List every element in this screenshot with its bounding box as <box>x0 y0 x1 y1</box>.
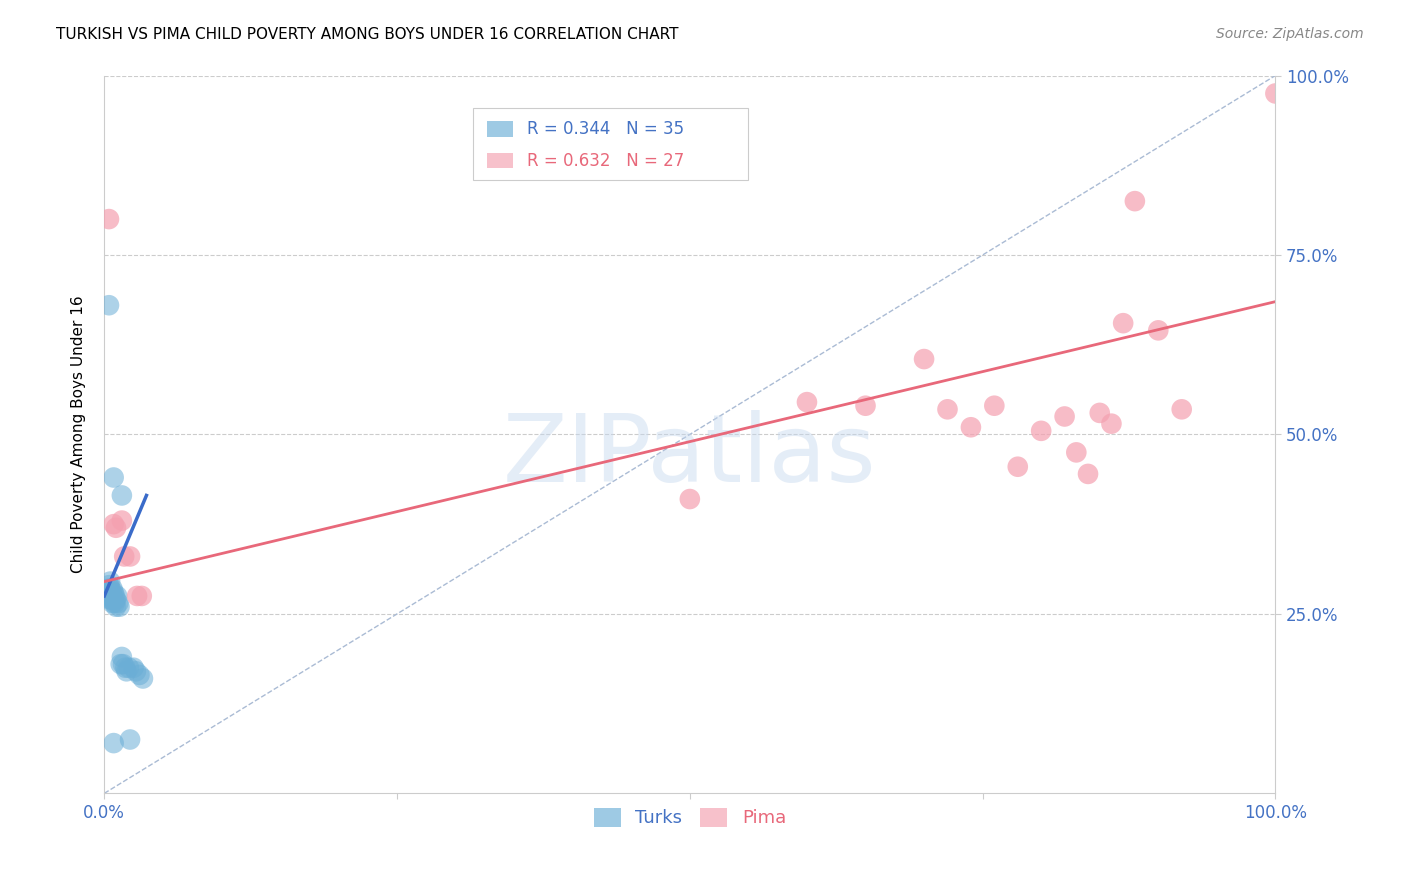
Point <box>100 585 122 599</box>
Point <box>1147 323 1170 337</box>
Point <box>101 582 124 596</box>
Point <box>1264 87 1286 101</box>
Point <box>111 650 134 665</box>
Point <box>107 596 129 610</box>
Point <box>1053 409 1076 424</box>
Point <box>103 585 125 599</box>
Point <box>101 596 124 610</box>
Point <box>1031 424 1053 438</box>
Text: R = 0.632   N = 27: R = 0.632 N = 27 <box>527 152 685 169</box>
Point <box>98 578 121 592</box>
Point <box>122 661 145 675</box>
FancyBboxPatch shape <box>488 153 513 169</box>
Point <box>98 592 121 607</box>
Point <box>855 399 877 413</box>
Point <box>112 657 135 672</box>
Point <box>111 514 134 528</box>
Point <box>1123 194 1146 208</box>
Point <box>114 661 136 675</box>
Y-axis label: Child Poverty Among Boys Under 16: Child Poverty Among Boys Under 16 <box>72 295 86 574</box>
Point <box>131 589 153 603</box>
Point <box>128 668 150 682</box>
Point <box>103 592 125 607</box>
Point <box>912 352 935 367</box>
Legend: Turks, Pima: Turks, Pima <box>586 801 793 835</box>
Text: ZIPatlas: ZIPatlas <box>503 410 877 502</box>
Point <box>104 589 127 603</box>
Point <box>105 521 128 535</box>
Point <box>120 732 142 747</box>
Point <box>1088 406 1111 420</box>
FancyBboxPatch shape <box>488 120 513 136</box>
Point <box>1170 402 1192 417</box>
Point <box>104 596 127 610</box>
Point <box>111 488 134 502</box>
Point <box>105 592 128 607</box>
Point <box>132 672 155 686</box>
Point <box>103 470 125 484</box>
Point <box>125 665 148 679</box>
Point <box>103 736 125 750</box>
Text: TURKISH VS PIMA CHILD POVERTY AMONG BOYS UNDER 16 CORRELATION CHART: TURKISH VS PIMA CHILD POVERTY AMONG BOYS… <box>56 27 679 42</box>
Point <box>679 491 702 506</box>
FancyBboxPatch shape <box>474 108 748 179</box>
Point <box>105 589 128 603</box>
Point <box>98 298 121 312</box>
Point <box>98 574 121 589</box>
Point <box>1066 445 1088 459</box>
Point <box>105 599 128 614</box>
Point <box>98 582 121 596</box>
Point <box>796 395 818 409</box>
Point <box>1112 316 1135 330</box>
Text: Source: ZipAtlas.com: Source: ZipAtlas.com <box>1216 27 1364 41</box>
Point <box>1077 467 1099 481</box>
Point <box>112 549 135 564</box>
Point <box>98 212 121 227</box>
Point <box>100 592 122 607</box>
Point <box>127 589 149 603</box>
Point <box>1101 417 1123 431</box>
Point <box>103 517 125 532</box>
Point <box>98 589 121 603</box>
Point <box>97 582 120 596</box>
Point <box>983 399 1005 413</box>
Point <box>120 549 142 564</box>
Point <box>101 589 124 603</box>
Point <box>1007 459 1029 474</box>
Point <box>960 420 983 434</box>
Text: R = 0.344   N = 35: R = 0.344 N = 35 <box>527 120 685 137</box>
Point <box>115 665 138 679</box>
Point <box>118 661 141 675</box>
Point <box>110 657 132 672</box>
Point <box>936 402 959 417</box>
Point <box>108 599 131 614</box>
